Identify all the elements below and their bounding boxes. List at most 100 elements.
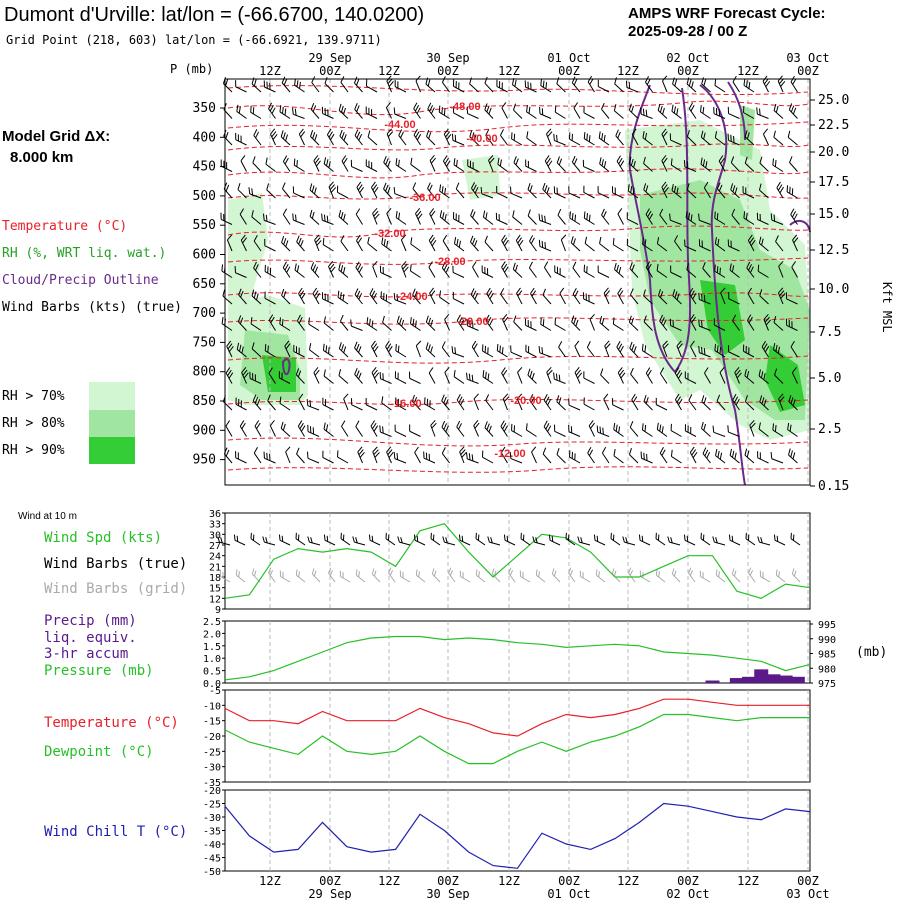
- wind-barb: [336, 185, 349, 199]
- barb-feather: [788, 103, 793, 110]
- barb-feather: [661, 449, 666, 456]
- barb-feather: [702, 159, 706, 167]
- barb-staff: [684, 539, 696, 546]
- barb-feather: [676, 369, 681, 377]
- barb-feather: [513, 133, 516, 141]
- barb-feather: [356, 131, 361, 139]
- wind-barb: [572, 261, 581, 278]
- barb-feather: [429, 155, 435, 161]
- barb-feather: [314, 234, 320, 241]
- grid-wind-barb: [235, 569, 246, 583]
- barb-staff: [221, 270, 233, 278]
- barb-staff: [482, 350, 494, 358]
- wind-barb: [281, 288, 291, 305]
- barb-feather: [583, 185, 585, 193]
- barb-feather: [410, 317, 412, 324]
- barb-feather: [629, 341, 633, 349]
- barb-staff: [501, 266, 508, 278]
- barb-feather: [547, 131, 553, 137]
- barb-feather: [760, 371, 764, 379]
- barb-staff: [530, 293, 537, 305]
- wind-barb: [252, 394, 262, 411]
- barb-feather: [688, 212, 691, 220]
- wind-barb: [743, 211, 755, 225]
- wind-barb: [688, 394, 697, 411]
- wind-barb: [542, 288, 552, 305]
- barb-feather: [267, 345, 269, 353]
- wind-barb: [756, 107, 769, 119]
- barb-feather: [255, 131, 260, 139]
- wind-barb: [264, 264, 276, 278]
- wind-barb: [525, 423, 537, 437]
- rh90-swatch: [89, 437, 135, 464]
- barb-feather: [452, 212, 455, 219]
- wind-barb: [656, 237, 668, 252]
- barb-feather: [511, 423, 513, 431]
- barb-staff: [728, 351, 740, 358]
- barb-feather: [266, 81, 268, 89]
- barb-staff: [279, 323, 291, 331]
- wind-barb: [672, 289, 682, 305]
- barb-feather: [238, 398, 240, 406]
- barb-feather: [394, 371, 397, 378]
- barb-feather: [662, 319, 667, 326]
- barb-staff: [394, 458, 407, 464]
- barb-feather: [314, 266, 319, 274]
- barb-feather: [657, 103, 661, 111]
- barb-feather: [691, 81, 694, 89]
- barb-feather: [372, 343, 378, 350]
- wind-barb: [714, 343, 726, 358]
- barb-feather: [228, 372, 234, 379]
- barb-feather: [238, 571, 240, 578]
- wind-barb: [441, 341, 450, 358]
- barb-feather: [703, 397, 707, 404]
- barb-feather: [601, 159, 604, 166]
- wind-barb: [788, 103, 798, 119]
- barb-feather: [677, 372, 683, 379]
- barb-staff: [483, 216, 494, 225]
- barb-feather: [223, 213, 225, 221]
- barb-feather: [714, 264, 716, 272]
- top-hour-ticks: 12Z 00Z 12Z 00Z 12Z 00Z 12Z 00Z 12Z 00Z: [259, 64, 819, 78]
- barb-feather: [399, 570, 401, 577]
- barb-feather: [253, 129, 258, 136]
- barb-staff: [542, 294, 552, 305]
- barb-feather: [371, 535, 374, 542]
- grid-wind-barb: [595, 569, 606, 583]
- barb-staff: [340, 320, 349, 331]
- barb-feather: [590, 422, 595, 429]
- barb-feather: [659, 208, 664, 216]
- barb-feather: [527, 81, 529, 89]
- wind-barb: [485, 129, 494, 146]
- barb-feather: [296, 235, 300, 243]
- barb-feather: [292, 213, 294, 221]
- barb-feather: [759, 156, 763, 164]
- wind-barb: [253, 261, 262, 278]
- wind-barb: [410, 317, 421, 331]
- barb-staff: [542, 188, 552, 199]
- barb-staff: [748, 572, 756, 583]
- wind-barb: [235, 133, 247, 146]
- barb-staff: [313, 372, 320, 384]
- barb-staff: [512, 216, 523, 225]
- barb-feather: [669, 133, 672, 141]
- barb-feather: [264, 291, 266, 299]
- wind-barb: [747, 314, 755, 331]
- barb-feather: [471, 454, 474, 461]
- barb-feather: [791, 210, 797, 218]
- wind-barb: [475, 532, 486, 546]
- barb-feather: [393, 186, 396, 194]
- barb-feather: [571, 213, 574, 220]
- barb-feather: [727, 239, 730, 247]
- wind-barb: [667, 536, 681, 546]
- wind-barb: [718, 155, 726, 172]
- barb-staff: [251, 348, 262, 358]
- wind-barb: [642, 237, 653, 252]
- barb-staff: [444, 319, 450, 331]
- wind-barb: [560, 234, 567, 252]
- barb-feather: [553, 570, 557, 577]
- barb-feather: [424, 397, 426, 405]
- wind-barb: [542, 182, 552, 199]
- barb-feather: [746, 261, 751, 269]
- barb-staff: [539, 113, 552, 119]
